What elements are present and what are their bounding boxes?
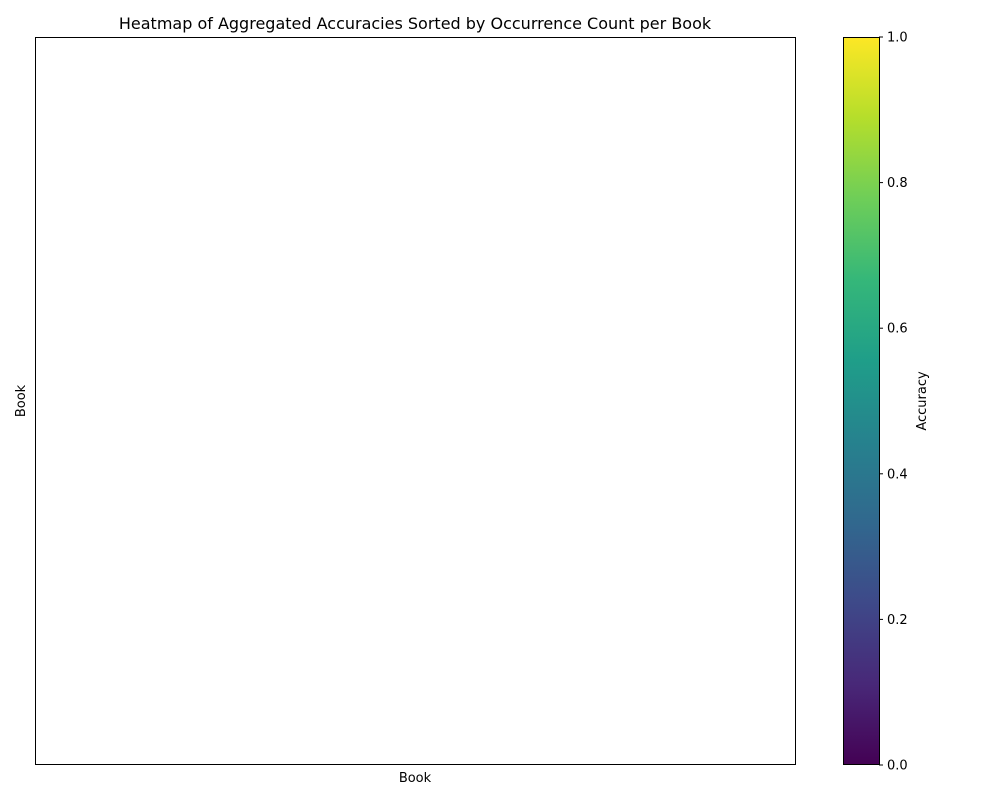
- x-axis-label: Book: [399, 771, 432, 786]
- colorbar-gradient: [843, 37, 879, 765]
- colorbar-tick-label: 0.4: [887, 467, 908, 482]
- y-axis-label: Book: [14, 384, 29, 417]
- colorbar-frame: [843, 37, 880, 765]
- colorbar-label: Accuracy: [915, 371, 930, 431]
- colorbar-ticks: 0.0 0.2 0.4 0.6 0.8 1.0: [879, 31, 908, 774]
- chart-title: Heatmap of Aggregated Accuracies Sorted …: [119, 14, 712, 33]
- plot-area-frame: [35, 37, 796, 765]
- colorbar-tick-label: 0.2: [887, 613, 908, 628]
- colorbar-tick-label: 1.0: [887, 31, 908, 46]
- colorbar-tick-label: 0.6: [887, 322, 908, 337]
- colorbar-tick-label: 0.8: [887, 176, 908, 191]
- colorbar-tick-label: 0.0: [887, 759, 908, 774]
